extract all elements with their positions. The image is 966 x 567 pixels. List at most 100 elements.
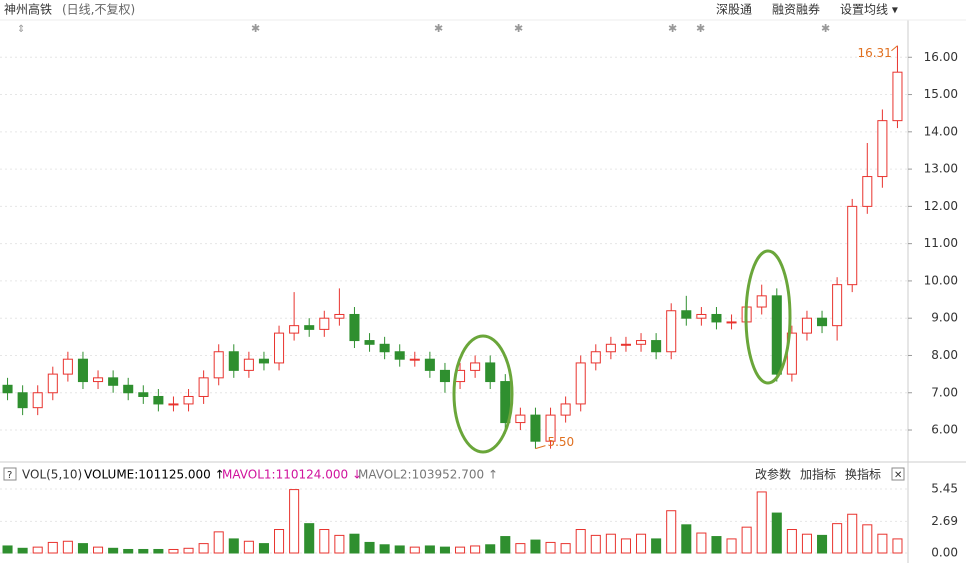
- volume-bar: [681, 524, 692, 554]
- candle-body: [198, 377, 209, 397]
- volume-bar: [741, 526, 752, 554]
- candle-body: [681, 310, 692, 319]
- volume-bar: [153, 548, 164, 554]
- volume-bar: [455, 546, 466, 554]
- candle-body: [756, 295, 767, 308]
- volume-bar: [289, 489, 300, 554]
- candle-body: [334, 313, 345, 319]
- annotation-arrow: [891, 45, 898, 52]
- volume-bar: [786, 529, 797, 554]
- volume-bar: [590, 534, 601, 554]
- volume-bar: [801, 533, 812, 554]
- volume-bar: [183, 547, 194, 554]
- volume-bar: [500, 536, 511, 554]
- candle-body: [877, 120, 888, 178]
- candle-body: [666, 310, 677, 353]
- candle-body: [801, 317, 812, 334]
- annotation: 16.31: [857, 46, 891, 60]
- volume-bar: [62, 540, 73, 554]
- volume-bar: [771, 512, 782, 554]
- y-tick-label: 8.00: [931, 348, 958, 362]
- volume-bar: [756, 491, 767, 554]
- candle-body: [726, 321, 737, 324]
- y-tick-label: 14.00: [924, 124, 958, 138]
- svg-text:✱: ✱: [514, 22, 523, 35]
- volume-bar: [17, 547, 28, 554]
- volume-bar: [379, 544, 390, 554]
- candle-body: [274, 332, 285, 364]
- candle-body: [847, 205, 858, 286]
- candle-body: [228, 351, 239, 371]
- y-tick-label: 16.00: [924, 50, 958, 64]
- volume-bar: [274, 529, 285, 554]
- menu-item[interactable]: 深股通: [716, 3, 752, 17]
- volume-bar: [530, 539, 541, 554]
- candle-body: [349, 313, 360, 342]
- volume-bar: [258, 543, 269, 554]
- candle-body: [470, 362, 481, 371]
- candle-body: [439, 369, 450, 383]
- candle-body: [304, 325, 315, 330]
- annotation: 5.50: [547, 435, 574, 449]
- svg-text:✱: ✱: [251, 22, 260, 35]
- volume-bar: [168, 548, 179, 554]
- volume-bar: [696, 532, 707, 554]
- svg-text:✱: ✱: [434, 22, 443, 35]
- volume-bar: [138, 548, 149, 554]
- volume-bar: [726, 538, 737, 554]
- candle-body: [817, 317, 828, 327]
- candle-body: [651, 340, 662, 353]
- close-button[interactable]: [891, 467, 905, 481]
- close-glyph[interactable]: ✕: [894, 470, 902, 481]
- chart-title: 神州高铁: [4, 2, 52, 17]
- panel-button[interactable]: 改参数: [755, 467, 791, 482]
- y-tick-label: 12.00: [924, 199, 958, 213]
- chart-subtitle: (日线,不复权): [62, 3, 135, 17]
- volume-bar: [545, 541, 556, 554]
- candle-body: [575, 362, 586, 405]
- volume-bar: [515, 543, 526, 554]
- candle-body: [515, 414, 526, 424]
- volume-bar: [847, 513, 858, 554]
- candle-body: [605, 343, 616, 353]
- highlight-ellipse: [452, 334, 514, 454]
- candle-body: [108, 377, 119, 386]
- y-tick-label: 10.00: [924, 273, 958, 287]
- y-tick-label: 11.00: [924, 236, 958, 250]
- candle-body: [93, 377, 104, 383]
- menu-item[interactable]: 设置均线 ▾: [840, 3, 898, 17]
- volume-bar: [319, 529, 330, 554]
- volume-bar: [470, 545, 481, 554]
- volume-bar: [108, 547, 119, 554]
- candle-body: [258, 358, 269, 364]
- candle-body: [123, 384, 134, 394]
- menu-item[interactable]: 融资融券: [772, 2, 820, 17]
- candle-body: [47, 373, 58, 394]
- candle-body: [364, 340, 375, 345]
- volume-bar: [123, 548, 134, 554]
- svg-text:✱: ✱: [821, 22, 830, 35]
- y-tick-label: 2.69: [931, 514, 958, 528]
- volume-bar: [364, 541, 375, 554]
- volume-bar: [560, 543, 571, 554]
- volume-bar: [77, 543, 88, 554]
- y-tick-label: 0.00: [931, 546, 958, 560]
- panel-button[interactable]: 换指标: [845, 467, 881, 482]
- volume-bar: [636, 533, 647, 554]
- volume-bar: [93, 546, 104, 554]
- candle-body: [243, 358, 254, 371]
- mavol1-label: MAVOL1:110124.000 ↓: [222, 468, 362, 482]
- candle-body: [62, 358, 73, 375]
- candle-body: [424, 358, 435, 371]
- panel-button[interactable]: 加指标: [800, 467, 836, 482]
- candle-body: [636, 340, 647, 345]
- candle-body: [862, 176, 873, 207]
- help-icon-glyph[interactable]: ?: [7, 470, 12, 481]
- y-tick-label: 13.00: [924, 162, 958, 176]
- candle-body: [545, 414, 556, 442]
- help-icon[interactable]: [3, 467, 17, 481]
- candle-body: [409, 358, 420, 361]
- candle-body: [2, 384, 13, 394]
- volume-bar: [334, 534, 345, 554]
